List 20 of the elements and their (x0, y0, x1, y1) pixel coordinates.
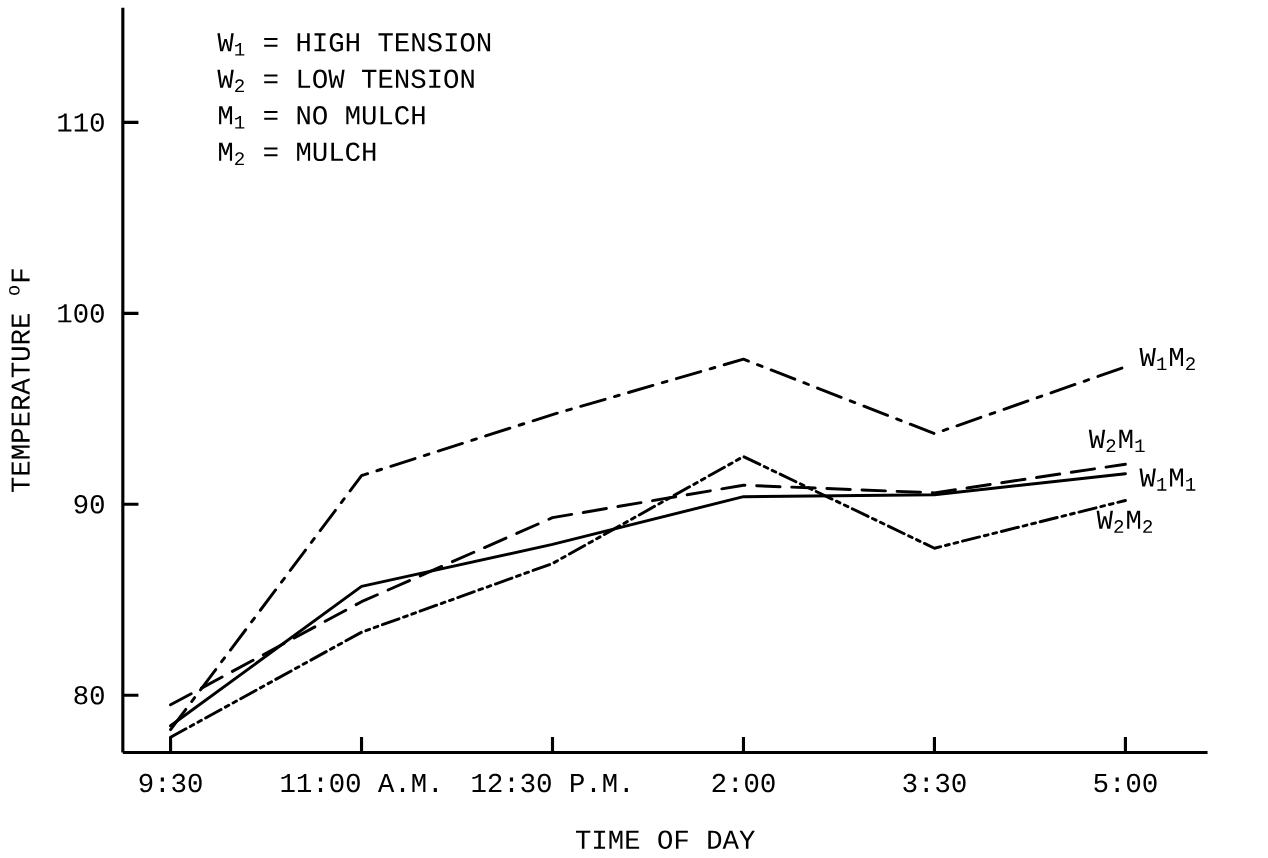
series-label: W$_{1}$M$_{2}$ (1139, 347, 1195, 371)
x-axis-title: TIME OF DAY (575, 830, 755, 849)
x-tick-label: 5:00 (1094, 773, 1157, 793)
y-tick-label: 80 (74, 685, 104, 705)
annotation: M$_{1}$ = NO MULCH (219, 106, 425, 129)
y-axis-title: TEMPERATURE $^{o}$F (9, 269, 30, 492)
y-tick-label: 110 (58, 113, 104, 132)
x-tick-label: 3:30 (903, 773, 966, 793)
x-tick-label: 9:30 (139, 773, 202, 793)
x-tick-label: 11:00 A.M. (281, 773, 437, 793)
x-tick-label: 12:30 P.M. (472, 773, 628, 793)
y-tick-label: 90 (74, 494, 104, 514)
annotation: W$_{1}$ = HIGH TENSION (217, 33, 491, 56)
annotation: W$_{2}$ = LOW TENSION (217, 69, 474, 93)
series-label: W$_{1}$M$_{1}$ (1139, 468, 1196, 491)
annotation: M$_{2}$ = MULCH (219, 142, 376, 165)
series-label: W$_{2}$M$_{1}$ (1088, 429, 1145, 453)
series-label: W$_{2}$M$_{2}$ (1096, 510, 1152, 533)
y-tick-label: 100 (58, 304, 104, 323)
x-tick-label: 2:00 (712, 773, 775, 793)
